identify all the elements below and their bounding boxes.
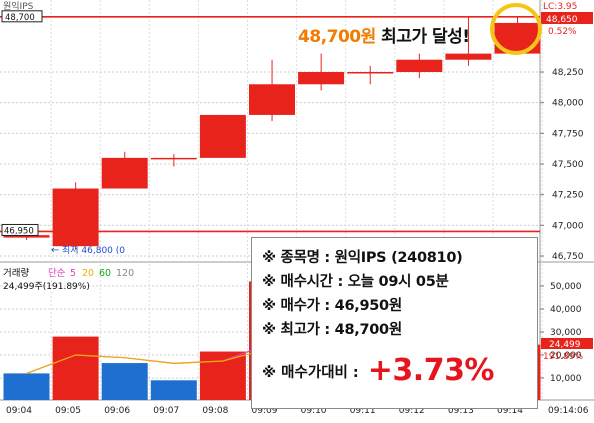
time-tick-label: 09:05 <box>55 406 81 416</box>
candle-body <box>150 157 197 160</box>
volume-bar <box>150 380 197 400</box>
stock-title: 원익IPS <box>3 0 34 12</box>
info-value: 46,950원 <box>334 298 403 314</box>
time-tick-label: 09:04 <box>6 406 32 416</box>
time-tick-label: 09:08 <box>202 406 228 416</box>
volume-bar <box>101 363 148 400</box>
candle-body <box>199 114 246 158</box>
current-volume-pct: 191.89% <box>543 352 583 362</box>
time-tick-label: 09:14 <box>497 406 523 416</box>
volume-bar <box>199 351 246 400</box>
info-buy-time: ※ 매수시간 : 오늘 09시 05분 <box>262 274 449 290</box>
high-price-tag: 48,700 <box>5 13 35 23</box>
volume-axis-ticks: 50,000 40,000 30,000 20,000 10,000 <box>540 282 582 384</box>
current-volume-label: 24,499 <box>549 340 581 350</box>
high-price-tag-box <box>1 10 43 23</box>
low-annotation: 최저 46,800 (0 <box>62 245 125 256</box>
headline-text: 최고가 달성! <box>381 27 470 47</box>
info-value: 48,700원 <box>334 322 403 338</box>
current-price-label: 48,650 <box>546 15 578 25</box>
volume-tick-label: 30,000 <box>550 328 582 338</box>
candle-body <box>445 53 492 60</box>
candle-body <box>347 72 394 74</box>
right-axis-panel <box>540 0 594 419</box>
low-arrow: ← <box>51 245 59 256</box>
info-value: 오늘 09시 05분 <box>347 274 449 290</box>
info-label: 매수시간 <box>280 274 333 290</box>
candle-body <box>52 188 99 247</box>
time-tick-label: 09:07 <box>153 406 179 416</box>
bullet-mark: ※ <box>262 365 277 381</box>
info-label: 최고가 <box>280 322 320 338</box>
ma120-label: 120 <box>116 268 134 279</box>
bullet-mark: ※ <box>262 274 276 290</box>
info-buy-price: ※ 매수가 : 46,950원 <box>262 298 403 314</box>
ratio-value: +3.73% <box>367 353 495 388</box>
bullet-mark: ※ <box>262 298 276 314</box>
volume-bar <box>52 336 99 400</box>
price-tick-label: 48,000 <box>552 99 584 109</box>
volume-tick-label: 20,000 <box>550 351 582 361</box>
ma20-label: 20 <box>82 268 94 279</box>
candlesticks <box>3 16 541 250</box>
candle-body <box>101 157 148 189</box>
volume-tick-label: 10,000 <box>550 374 582 384</box>
volume-tick-label: 50,000 <box>550 282 582 292</box>
info-value: 원익IPS (240810) <box>334 250 463 266</box>
current-pct-label: 0.52% <box>548 27 577 37</box>
headline-price: 48,700원 <box>298 27 376 47</box>
time-tick-label: 09:11 <box>350 406 376 416</box>
price-tick-label: 47,250 <box>552 191 584 201</box>
current-price-marker <box>541 12 593 24</box>
info-label: 종목명 <box>280 250 320 266</box>
candle-body <box>298 72 345 85</box>
time-tick-label: 09:13 <box>448 406 474 416</box>
time-tick-label: 09:14:06 <box>548 406 589 416</box>
ma-label: 단순 <box>48 268 66 279</box>
info-label: 매수가대비 : <box>281 365 359 381</box>
volume-tick-label: 40,000 <box>550 305 582 315</box>
ma60-label: 60 <box>99 268 111 279</box>
candle-body <box>396 59 443 72</box>
title-tag-bg <box>2 1 50 9</box>
bullet-mark: ※ <box>262 322 276 338</box>
lc-label: LC:3.95 <box>543 2 577 12</box>
price-axis-ticks: 48,250 48,000 47,750 47,500 47,250 47,000 46,7… <box>540 68 584 262</box>
time-tick-label: 09:10 <box>301 406 327 416</box>
volume-bar <box>3 373 50 400</box>
high-highlight-ring <box>490 3 542 55</box>
buy-price-tag-box <box>1 223 39 236</box>
info-high-price: ※ 최고가 : 48,700원 <box>262 322 403 338</box>
price-tick-label: 46,750 <box>552 252 584 262</box>
ma5-label: 5 <box>70 268 76 279</box>
time-tick-label: 09:09 <box>252 406 278 416</box>
time-tick-label: 09:12 <box>399 406 425 416</box>
price-tick-label: 47,500 <box>552 160 584 170</box>
info-stock-name: ※ 종목명 : 원익IPS (240810) <box>262 250 463 266</box>
current-volume-marker <box>541 338 593 349</box>
time-tick-label: 09:06 <box>104 406 130 416</box>
info-label: 매수가 <box>280 298 320 314</box>
headline-banner: 48,700원 최고가 달성! <box>298 22 470 47</box>
volume-readout: 24,499주(191.89%) <box>3 281 90 292</box>
volume-label: 거래량 <box>3 267 29 279</box>
buy-price-tag: 46,950 <box>4 226 34 236</box>
info-ratio: ※ 매수가대비 : +3.73% <box>262 354 537 388</box>
time-axis-ticks: 09:04 09:05 09:06 09:07 09:08 09:09 09:10 09:11… <box>6 406 589 416</box>
trade-info-box: ※ 종목명 : 원익IPS (240810) ※ 매수시간 : 오늘 09시 0… <box>251 237 538 409</box>
price-tick-label: 47,000 <box>552 221 584 231</box>
price-tick-label: 47,750 <box>552 129 584 139</box>
candle-body <box>3 235 50 238</box>
bullet-mark: ※ <box>262 250 276 266</box>
price-tick-label: 48,250 <box>552 68 584 78</box>
candle-body <box>249 84 295 115</box>
